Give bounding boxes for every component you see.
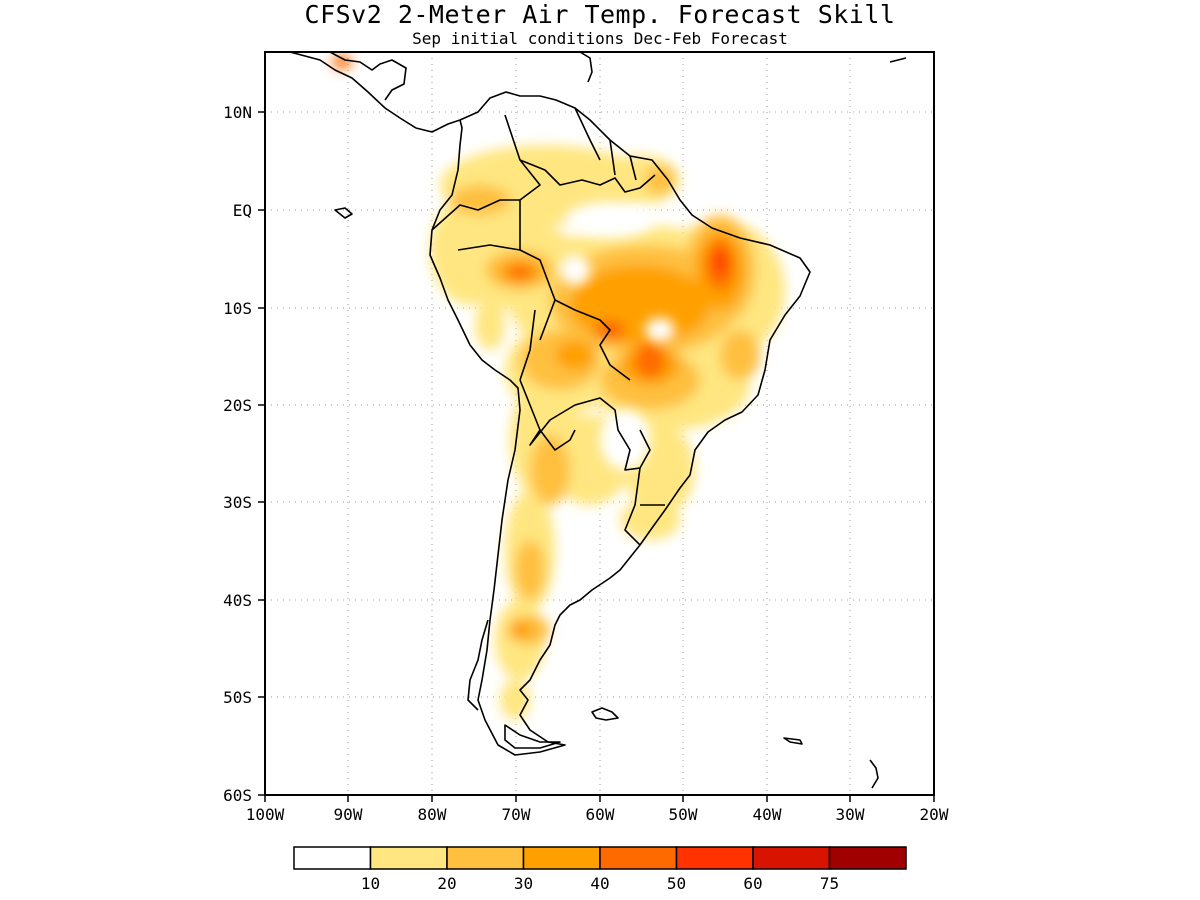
coastlines (289, 52, 907, 789)
unshaded-areas (560, 202, 675, 470)
lon-label: 100W (246, 805, 285, 824)
legend-label: 40 (590, 874, 609, 893)
map-subtitle: Sep initial conditions Dec-Feb Forecast (412, 29, 788, 48)
legend-label: 20 (437, 874, 456, 893)
legend-swatch (675, 846, 754, 870)
map-title: CFSv2 2-Meter Air Temp. Forecast Skill (304, 0, 896, 29)
lon-label: 80W (418, 805, 447, 824)
lat-label: 10N (223, 103, 252, 122)
legend-swatch (828, 846, 907, 870)
legend-swatch (522, 846, 601, 870)
lat-label: 20S (223, 396, 252, 415)
lon-label: 40W (753, 805, 782, 824)
legend-swatch (752, 846, 831, 870)
lon-label: 30W (836, 805, 865, 824)
color-legend: 10 20 30 40 50 60 75 (293, 846, 907, 893)
legend-label: 60 (743, 874, 762, 893)
lon-label: 70W (502, 805, 531, 824)
lon-label: 90W (334, 805, 363, 824)
legend-label: 75 (820, 874, 839, 893)
lon-label: 60W (586, 805, 615, 824)
lat-label: 30S (223, 493, 252, 512)
lat-label: 50S (223, 688, 252, 707)
legend-swatch (599, 846, 678, 870)
lat-label: EQ (233, 201, 252, 220)
legend-swatch (293, 846, 372, 870)
legend-swatch (446, 846, 525, 870)
legend-label: 10 (361, 874, 380, 893)
lon-label: 20W (920, 805, 949, 824)
lat-label: 40S (223, 591, 252, 610)
skill-shading (332, 55, 785, 720)
lat-label: 60S (223, 786, 252, 805)
lon-label: 50W (669, 805, 698, 824)
lat-label: 10S (223, 299, 252, 318)
legend-swatch (369, 846, 448, 870)
tick-marks (258, 111, 935, 802)
legend-label: 50 (667, 874, 686, 893)
legend-label: 30 (514, 874, 533, 893)
